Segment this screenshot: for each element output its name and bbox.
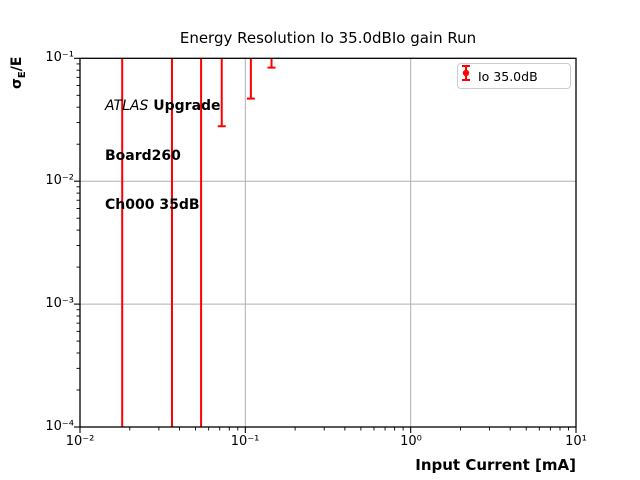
plot-border	[79, 57, 577, 428]
y-tick-label: 10⁻²	[45, 173, 74, 188]
errorbar-icon	[462, 65, 470, 81]
plot-annotation: ATLAS Upgrade Board260 Ch000 35dB	[105, 65, 221, 247]
gridlines	[80, 58, 576, 427]
errorbar-series	[121, 58, 276, 427]
x-tick-label: 10⁰	[400, 434, 422, 449]
x-axis-label: Input Current [mA]	[415, 456, 576, 474]
y-tick-label: 10⁻³	[45, 296, 74, 311]
experiment-name: ATLAS	[105, 98, 149, 114]
annotation-line-3: Ch000 35dB	[105, 197, 200, 213]
annotation-line-1: ATLAS Upgrade	[105, 98, 221, 114]
x-tick-label: 10¹	[565, 434, 587, 449]
legend-box: Io 35.0dB	[457, 63, 571, 89]
x-tick-label: 10⁻²	[65, 434, 95, 449]
y-tick-label: 10⁻¹	[45, 50, 74, 65]
y-tick-label: 10⁻⁴	[45, 419, 74, 434]
annotation-line-2: Board260	[105, 147, 181, 164]
chart-title: Energy Resolution Io 35.0dBIo gain Run	[179, 29, 477, 47]
x-tick-label: 10⁻¹	[230, 434, 260, 449]
legend-entry-label: Io 35.0dB	[478, 68, 538, 84]
